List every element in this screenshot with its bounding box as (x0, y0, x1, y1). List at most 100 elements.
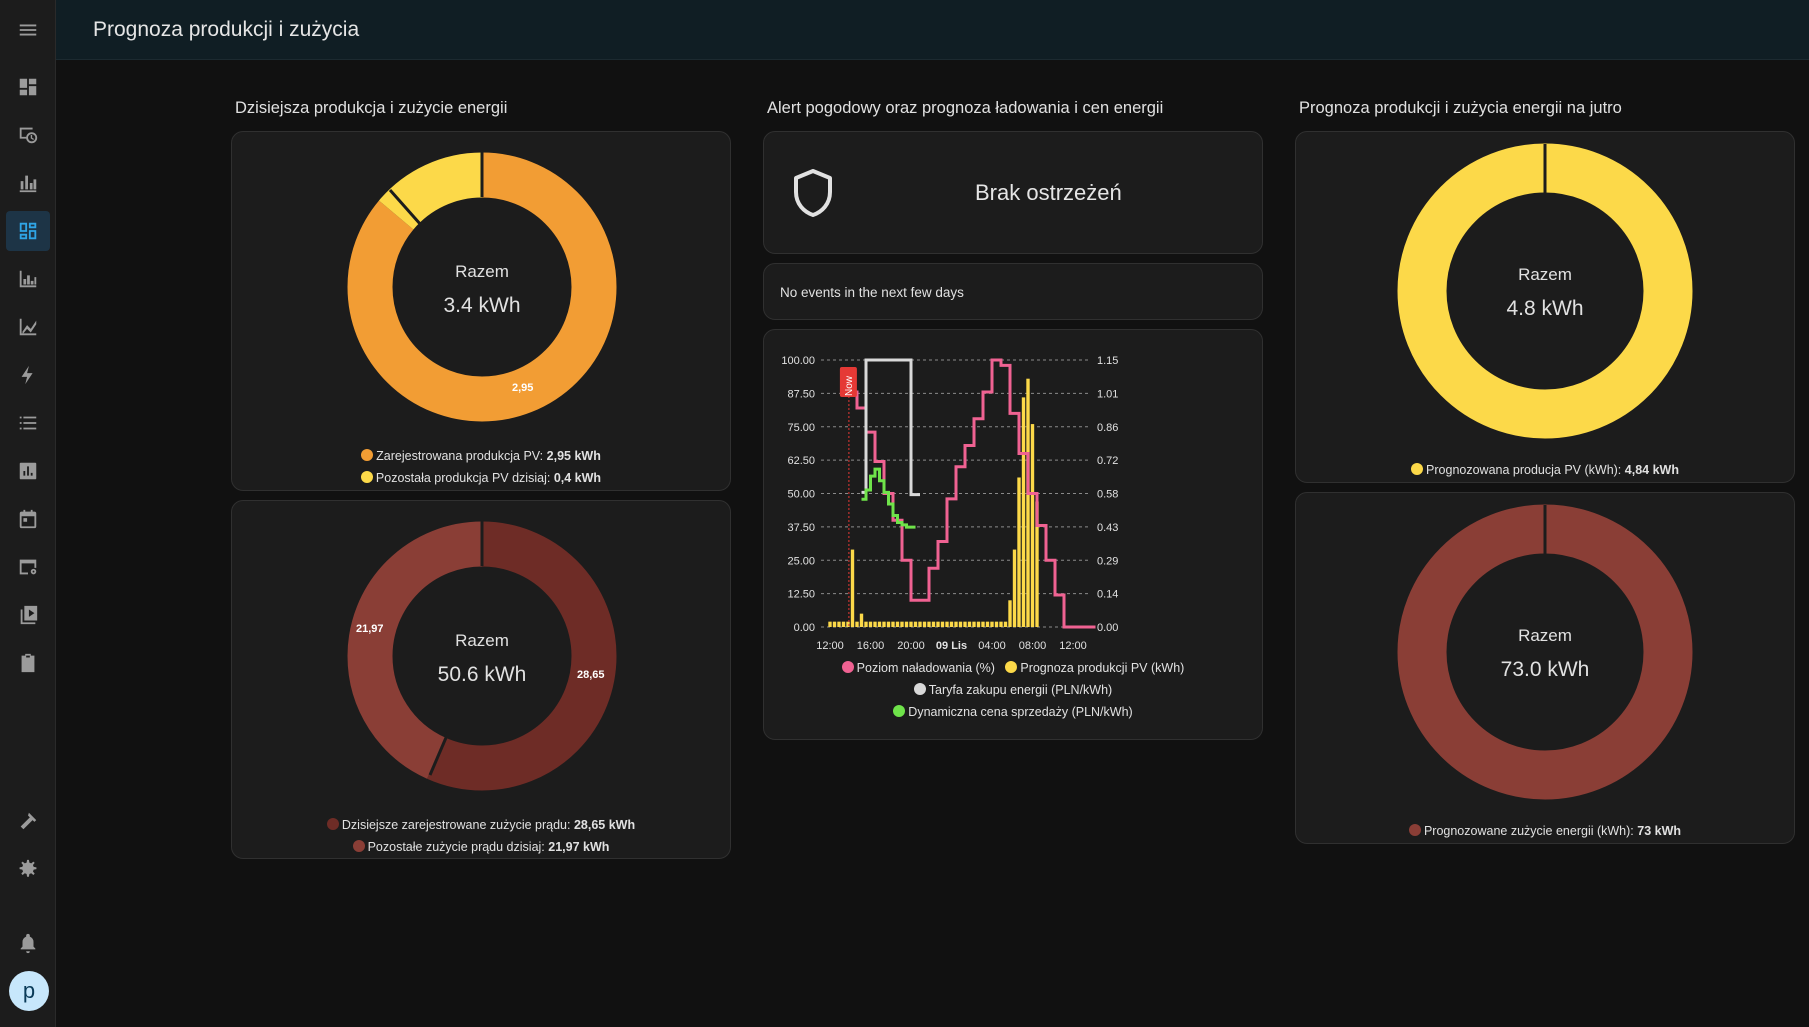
pv-forecast-bar (958, 621, 963, 627)
menu-icon[interactable] (6, 10, 50, 50)
usage-today-legend-0[interactable]: Dzisiejsze zarejestrowane zużycie prądu:… (231, 818, 731, 832)
column-title-middle: Alert pogodowy oraz prognoza ładowania i… (767, 99, 1164, 117)
legend-value: 0,4 kWh (553, 471, 602, 485)
pv-today-total: 3.4 kWh (443, 294, 521, 317)
pv-forecast-bar (913, 621, 918, 627)
usage-today-center: Razem 50.6 kWh (438, 631, 527, 687)
statistics-icon[interactable] (6, 259, 50, 299)
bell-icon[interactable] (6, 923, 50, 963)
legend-label: Zarejestrowana produkcja PV: (376, 449, 544, 463)
x-axis-tick-label: 09 Lis (936, 640, 967, 652)
legend-value: 28,65 kWh (573, 818, 636, 832)
left-axis-tick-label: 37.50 (787, 522, 815, 534)
pv-today-center-label: Razem (455, 262, 509, 281)
usage-tomorrow-donut (1397, 504, 1693, 800)
pv-forecast-bar (1030, 424, 1035, 627)
clipboard-icon[interactable] (6, 643, 50, 683)
weather-alert-text: Brak ostrzeżeń (975, 180, 1122, 205)
left-axis-tick-label: 75.00 (787, 422, 815, 434)
right-axis-tick-label: 0.00 (1097, 622, 1118, 634)
x-axis-tick-label: 16:00 (857, 640, 885, 652)
media-icon[interactable] (6, 595, 50, 635)
legend-dot (352, 840, 365, 852)
now-badge (839, 367, 857, 397)
chart-legend-item-pv[interactable]: Prognoza produkcji PV (kWh) (1005, 661, 1184, 675)
left-axis-tick-label: 25.00 (787, 555, 815, 567)
pv-forecast-bar (1026, 378, 1030, 627)
legend-dot (360, 471, 373, 483)
lightning-icon[interactable] (6, 355, 50, 395)
pv-forecast-bar (1003, 621, 1008, 627)
legend-label: Dzisiejsze zarejestrowane zużycie prądu: (341, 818, 571, 832)
right-axis-tick-label: 0.43 (1097, 522, 1118, 534)
pv-forecast-bar (994, 621, 999, 627)
pv-forecast-bar (972, 621, 976, 627)
right-axis-tick-label: 0.86 (1097, 422, 1118, 434)
pv-forecast-bar (904, 621, 909, 627)
legend-label: Prognozowane zużycie energii (kWh): (1423, 824, 1634, 838)
pv-forecast-bar (981, 621, 985, 627)
history-icon[interactable] (6, 115, 50, 155)
usage-today-segment-label-0: 28,65 (577, 669, 605, 681)
pv-forecast-bar (868, 621, 873, 627)
pv-tomorrow-total: 4.8 kWh (1506, 297, 1584, 320)
left-axis-tick-label: 87.50 (787, 388, 815, 400)
chart-legend-item-sell-price[interactable]: Dynamiczna cena sprzedaży (PLN/kWh) (893, 705, 1133, 719)
pv-forecast-bar (1021, 397, 1026, 627)
legend-dot (326, 818, 339, 830)
pv-forecast-bar (837, 621, 841, 627)
pv-forecast-bar (841, 621, 846, 627)
legend-label: Prognozowana producja PV (kWh): (1426, 463, 1622, 477)
pv-today-legend-0[interactable]: Zarejestrowana produkcja PV: 2,95 kWh (231, 449, 731, 463)
usage-today-segment-label-1: 21,97 (356, 623, 384, 635)
legend-dot (1408, 824, 1421, 836)
column-title-right: Prognoza produkcji i zużycia energii na … (1299, 99, 1622, 117)
right-axis-tick-label: 0.72 (1097, 455, 1118, 467)
shield-icon (794, 169, 832, 217)
left-axis-tick-label: 62.50 (787, 455, 815, 467)
cog-icon[interactable] (6, 849, 50, 889)
pv-forecast-bar (931, 621, 936, 627)
weather-alert-card[interactable] (763, 131, 1263, 254)
panels-icon[interactable] (6, 211, 50, 251)
pv-today-donut (347, 152, 617, 422)
right-axis-tick-label: 0.29 (1097, 555, 1118, 567)
chart-legend-label: Taryfa zakupu energii (PLN/kWh) (928, 683, 1113, 697)
calendar-icon[interactable] (6, 499, 50, 539)
usage-tomorrow-legend-0[interactable]: Prognozowane zużycie energii (kWh): 73 k… (1295, 824, 1795, 838)
pv-forecast-bar (909, 621, 913, 627)
chart-legend-item-soc[interactable]: Poziom naładowania (%) (841, 661, 995, 675)
dashboard-icon[interactable] (6, 67, 50, 107)
hammer-icon[interactable] (6, 801, 50, 841)
pv-forecast-bar (846, 621, 850, 627)
left-axis-tick-label: 0.00 (794, 622, 815, 634)
energy-icon[interactable] (6, 163, 50, 203)
chart-legend-row-2: Dynamiczna cena sprzedaży (PLN/kWh) (763, 705, 1263, 719)
graph-icon[interactable] (6, 307, 50, 347)
events-card[interactable] (763, 263, 1263, 320)
pv-forecast-bar (927, 621, 931, 627)
right-axis-tick-label: 0.14 (1097, 589, 1118, 601)
usage-today-legend-1[interactable]: Pozostałe zużycie prądu dzisiaj: 21,97 k… (231, 840, 731, 854)
pv-forecast-bar (895, 621, 900, 627)
pv-forecast-bar (864, 621, 868, 627)
pv-tomorrow-legend-0[interactable]: Prognozowana producja PV (kWh): 4,84 kWh (1295, 463, 1795, 477)
pv-forecast-bar (832, 621, 837, 627)
pv-forecast-bar (873, 621, 877, 627)
pv-forecast-bar (886, 621, 891, 627)
chart-legend-item-tariff[interactable]: Taryfa zakupu energii (PLN/kWh) (913, 683, 1113, 697)
pv-forecast-bar (828, 621, 832, 627)
pv-forecast-bar (877, 621, 882, 627)
list-icon[interactable] (6, 403, 50, 443)
avatar[interactable]: p (9, 971, 49, 1011)
chart-box-icon[interactable] (6, 451, 50, 491)
usage-tomorrow-total: 73.0 kWh (1500, 658, 1590, 681)
x-axis-tick-label: 08:00 (1019, 640, 1047, 652)
x-axis-tick-label: 12:00 (1059, 640, 1087, 652)
pv-today-legend-1[interactable]: Pozostała produkcja PV dzisiaj: 0,4 kWh (231, 471, 731, 485)
legend-value: 4,84 kWh (1624, 463, 1679, 477)
pv-forecast-bar (859, 613, 864, 627)
left-axis-tick-label: 50.00 (787, 489, 815, 501)
sidebar: p (0, 0, 56, 1027)
monitor-cog-icon[interactable] (6, 547, 50, 587)
